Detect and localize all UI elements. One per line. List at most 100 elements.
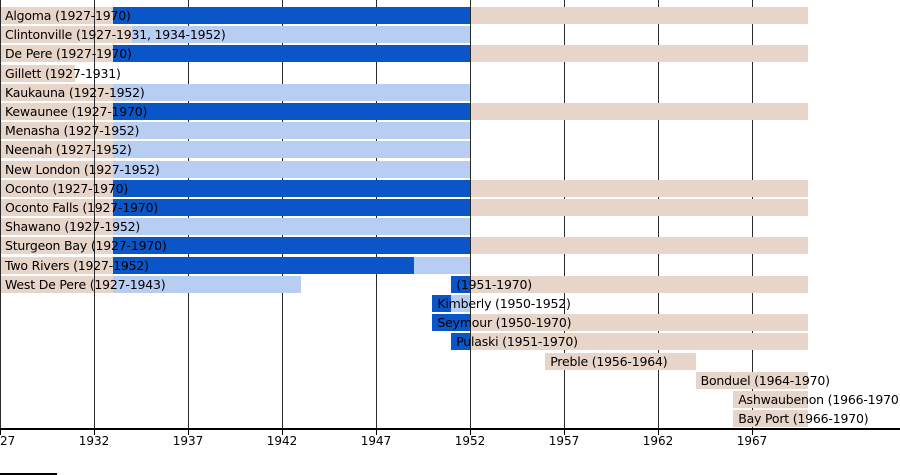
timeline-row-menasha: Menasha (1927-1952) — [0, 122, 900, 140]
timeline-bar-segment-tan — [733, 391, 809, 408]
timeline-bar-segment-light — [413, 256, 470, 274]
x-axis-line — [0, 428, 900, 430]
timeline-bar-segment-tan — [695, 371, 809, 389]
timeline-bar-segment-dark — [112, 199, 470, 216]
timeline-bar-segment-tan — [471, 314, 809, 332]
timeline-bar-segment-dark — [112, 237, 470, 255]
timeline-row-new-london: New London (1927-1952) — [0, 160, 900, 178]
timeline-row-preble: Preble (1956-1964) — [0, 352, 900, 370]
timeline-bar-segment-light — [131, 26, 470, 44]
timeline-row-algoma: Algoma (1927-1970) — [0, 7, 900, 24]
timeline-bar-segment-tan — [545, 352, 696, 370]
timeline-bar-segment-tan — [0, 218, 113, 236]
timeline-bar-segment-light — [112, 141, 470, 159]
row-label: Seymour (1950-1970) — [437, 315, 572, 331]
row-label: (1951-1970) — [456, 276, 532, 292]
timeline-bar-segment-tan — [0, 237, 113, 255]
axis-tick-1957 — [563, 428, 565, 435]
timeline-bar-segment-light — [112, 160, 470, 178]
row-label: Kewaunee (1927-1970) — [5, 104, 148, 119]
timeline-bar-segment-tan — [0, 45, 113, 63]
timeline-bar-segment-light — [112, 122, 470, 140]
timeline-bar-segment-dark — [112, 179, 470, 197]
timeline-row-bay-port: Bay Port (1966-1970) — [0, 410, 900, 428]
axis-tick-label-1937: 1937 — [172, 434, 204, 448]
gridline-year-1952 — [469, 0, 471, 428]
timeline-bar-segment-dark — [112, 103, 470, 120]
axis-tick-1932 — [93, 428, 95, 435]
timeline-bar-segment-dark — [451, 275, 470, 293]
row-label: Shawano (1927-1952) — [5, 219, 141, 235]
bottom-crop-line — [0, 473, 57, 475]
axis-tick-1942 — [281, 428, 283, 435]
row-label: Menasha (1927-1952) — [5, 123, 140, 139]
row-label: Preble (1956-1964) — [550, 353, 668, 369]
gridline-year-1927 — [0, 0, 1, 428]
row-label: Clintonville (1927-1931, 1934-1952) — [5, 27, 226, 43]
axis-tick-1967 — [751, 428, 753, 435]
row-label: Pulaski (1951-1970) — [456, 334, 578, 350]
timeline-bar-segment-light — [112, 275, 301, 293]
timeline-bar-segment-tan — [0, 26, 132, 44]
axis-tick-label-1927: 1927 — [0, 434, 16, 448]
gridline-year-1932 — [93, 0, 95, 428]
timeline-bar-segment-tan — [0, 103, 113, 120]
axis-tick-label-1957: 1957 — [548, 434, 580, 448]
axis-tick-1937 — [187, 428, 189, 435]
axis-tick-label-1962: 1962 — [642, 434, 674, 448]
row-label: Two Rivers (1927-1952) — [5, 257, 149, 273]
timeline-bar-segment-dark — [432, 295, 452, 312]
timeline-bar-segment-tan — [471, 179, 809, 197]
row-label: Gillett (1927-1931) — [5, 65, 121, 81]
axis-tick-label-1947: 1947 — [360, 434, 392, 448]
timeline-bar-segment-tan — [0, 83, 113, 101]
timeline-row-oconto: Oconto (1927-1970) — [0, 179, 900, 197]
timeline-row-de-pere: De Pere (1927-1970) — [0, 45, 900, 63]
row-label: Kaukauna (1927-1952) — [5, 84, 145, 100]
timeline-bar-segment-tan — [471, 275, 809, 293]
row-label: Algoma (1927-1970) — [5, 8, 131, 23]
timeline-row-two-rivers: Two Rivers (1927-1952) — [0, 256, 900, 274]
row-label: Kimberly (1950-1952) — [437, 296, 571, 311]
timeline-bar-segment-dark — [451, 333, 470, 351]
axis-tick-label-1942: 1942 — [266, 434, 298, 448]
timeline-row-kewaunee: Kewaunee (1927-1970) — [0, 103, 900, 120]
row-label: West De Pere (1927-1943) — [5, 276, 166, 292]
timeline-row-kimberly: Kimberly (1950-1952) — [0, 295, 900, 312]
axis-tick-1962 — [657, 428, 659, 435]
timeline-bar-segment-tan — [0, 256, 113, 274]
axis-tick-1927 — [0, 428, 1, 435]
timeline-bar-segment-tan — [0, 64, 76, 82]
timeline-row-shawano: Shawano (1927-1952) — [0, 218, 900, 236]
row-label: Bay Port (1966-1970) — [738, 411, 869, 427]
axis-tick-label-1932: 1932 — [78, 434, 110, 448]
timeline-bar-segment-dark — [112, 7, 470, 24]
timeline-row-clintonville: Clintonville (1927-1931, 1934-1952) — [0, 26, 900, 44]
timeline-bar-segment-dark — [432, 314, 470, 332]
row-label: Neenah (1927-1952) — [5, 142, 132, 158]
timeline-bar-segment-tan — [733, 410, 809, 428]
timeline-bar-segment-tan — [0, 199, 113, 216]
row-label: Oconto Falls (1927-1970) — [5, 200, 159, 215]
timeline-bar-segment-light — [112, 83, 470, 101]
timeline-row-seymour: Seymour (1950-1970) — [0, 314, 900, 332]
row-label: Ashwaubenon (1966-1970) — [738, 392, 900, 407]
row-label: Bonduel (1964-1970) — [700, 372, 830, 388]
timeline-bar-segment-tan — [471, 103, 809, 120]
timeline-bar-segment-tan — [471, 7, 809, 24]
timeline-row-oconto-falls: Oconto Falls (1927-1970) — [0, 199, 900, 216]
row-label: Sturgeon Bay (1927-1970) — [5, 238, 167, 254]
timeline-bar-segment-tan — [471, 237, 809, 255]
timeline-row-ashwaubenon: Ashwaubenon (1966-1970) — [0, 391, 900, 408]
row-label: Oconto (1927-1970) — [5, 180, 129, 196]
timeline-bar-segment-dark — [112, 256, 414, 274]
timeline-bar-segment-tan — [0, 275, 113, 293]
timeline-row-pulaski: Pulaski (1951-1970) — [0, 333, 900, 351]
timeline-row-bonduel: Bonduel (1964-1970) — [0, 371, 900, 389]
timeline-bar-segment-light — [112, 218, 470, 236]
timeline-bar-segment-tan — [471, 333, 809, 351]
timeline-bar-segment-tan — [471, 199, 809, 216]
timeline-row-gillett: Gillett (1927-1931) — [0, 64, 900, 82]
axis-tick-1952 — [469, 428, 471, 435]
